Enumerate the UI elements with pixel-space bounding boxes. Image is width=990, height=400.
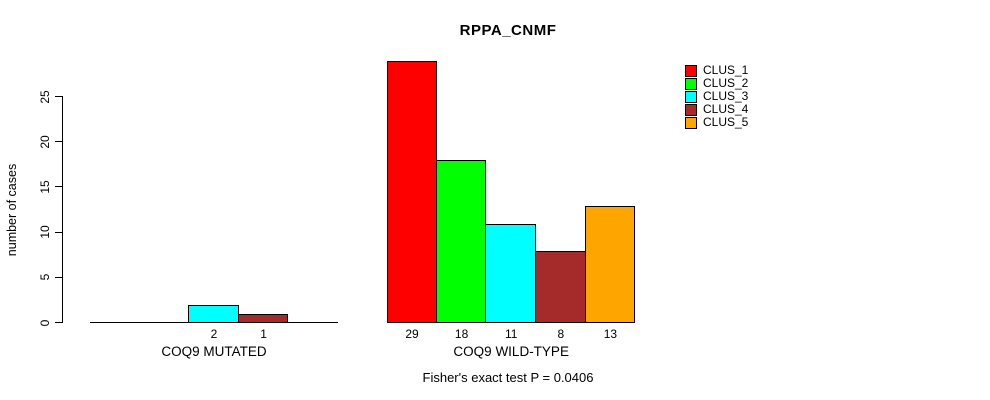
- bar-clus-5-zero: [288, 322, 338, 323]
- y-tick: [55, 141, 62, 143]
- bar-value-label: 18: [454, 327, 469, 341]
- group-label: COQ9 WILD-TYPE: [453, 344, 569, 359]
- y-tick: [55, 96, 62, 98]
- bar-clus-4: [237, 313, 289, 323]
- legend-row: CLUS_3: [685, 90, 748, 103]
- footnote: Fisher's exact test P = 0.0406: [422, 370, 594, 385]
- y-tick: [55, 186, 62, 188]
- bar-value-label: 29: [405, 327, 419, 341]
- legend-label: CLUS_2: [703, 76, 749, 90]
- y-tick-label: 25: [38, 89, 52, 104]
- y-tick: [55, 322, 62, 323]
- y-tick: [55, 276, 62, 278]
- bar-clus-5: [584, 205, 636, 323]
- bar-clus-2-zero: [139, 322, 190, 323]
- y-axis-label: number of cases: [5, 163, 19, 257]
- legend-swatch-clus-4: [685, 103, 697, 116]
- bar-clus-2: [435, 160, 487, 323]
- group-label: COQ9 MUTATED: [161, 344, 267, 359]
- bar-value-label: 13: [603, 327, 618, 341]
- y-tick-label: 15: [38, 180, 52, 194]
- y-tick-label: 20: [38, 135, 52, 149]
- legend-row: CLUS_2: [685, 77, 748, 90]
- bar-clus-3: [188, 304, 239, 323]
- legend-swatch-clus-5: [685, 116, 697, 129]
- bar-clus-1-zero: [90, 322, 140, 323]
- bar-value-label: 11: [504, 327, 518, 341]
- legend-row: CLUS_5: [685, 116, 748, 129]
- bar-value-label: 1: [260, 327, 267, 341]
- legend-label: CLUS_3: [703, 89, 749, 103]
- legend-label: CLUS_5: [703, 115, 749, 129]
- legend-row: CLUS_4: [685, 103, 748, 116]
- bar-value-label: 2: [210, 327, 218, 341]
- bar-clus-3: [485, 223, 536, 323]
- legend: CLUS_1 CLUS_2 CLUS_3 CLUS_4 CLUS_5: [685, 64, 748, 129]
- legend-row: CLUS_1: [685, 64, 748, 77]
- y-tick: [55, 231, 62, 233]
- bar-clus-4: [535, 250, 586, 323]
- y-tick-label: 5: [38, 273, 52, 281]
- legend-label: CLUS_4: [703, 102, 749, 116]
- legend-label: CLUS_1: [703, 63, 749, 77]
- y-axis-line: [62, 96, 63, 323]
- chart-title: RPPA_CNMF: [459, 22, 557, 39]
- y-tick-label: 10: [38, 225, 52, 239]
- legend-swatch-clus-2: [685, 77, 697, 90]
- y-tick-label: 0: [38, 319, 52, 326]
- legend-swatch-clus-3: [685, 90, 697, 103]
- bar-clus-1: [387, 61, 437, 323]
- legend-swatch-clus-1: [685, 64, 697, 77]
- bar-value-label: 8: [557, 327, 565, 341]
